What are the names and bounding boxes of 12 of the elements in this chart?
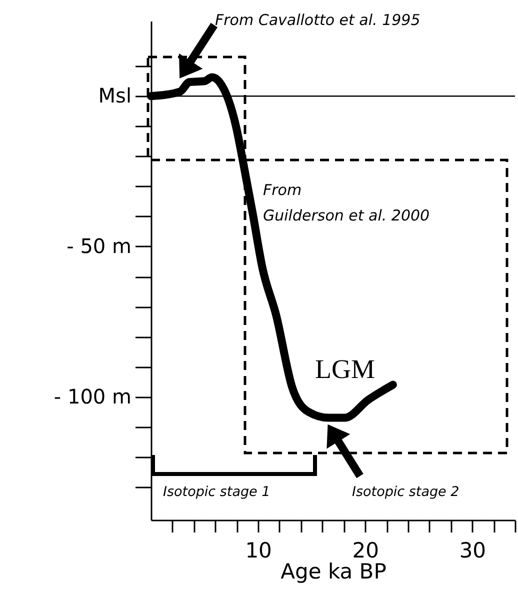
y-tick-label: - 100 m — [54, 384, 132, 408]
annotation: From Cavallotto et al. 1995 — [215, 11, 420, 29]
x-axis-title: Age ka BP — [280, 560, 386, 584]
annotation: Isotopic stage 1 — [163, 484, 270, 500]
x-tick-label: 20 — [352, 538, 379, 562]
y-tick-label: - 50 m — [66, 234, 132, 258]
x-tick-label: 10 — [245, 538, 272, 562]
x-tick-label: 30 — [459, 538, 486, 562]
y-tick-label: Msl — [98, 84, 132, 108]
annotation: Isotopic stage 2 — [352, 484, 460, 500]
annotation: LGM — [315, 354, 375, 384]
annotation: From Guilderson et al. 2000 — [263, 181, 430, 224]
